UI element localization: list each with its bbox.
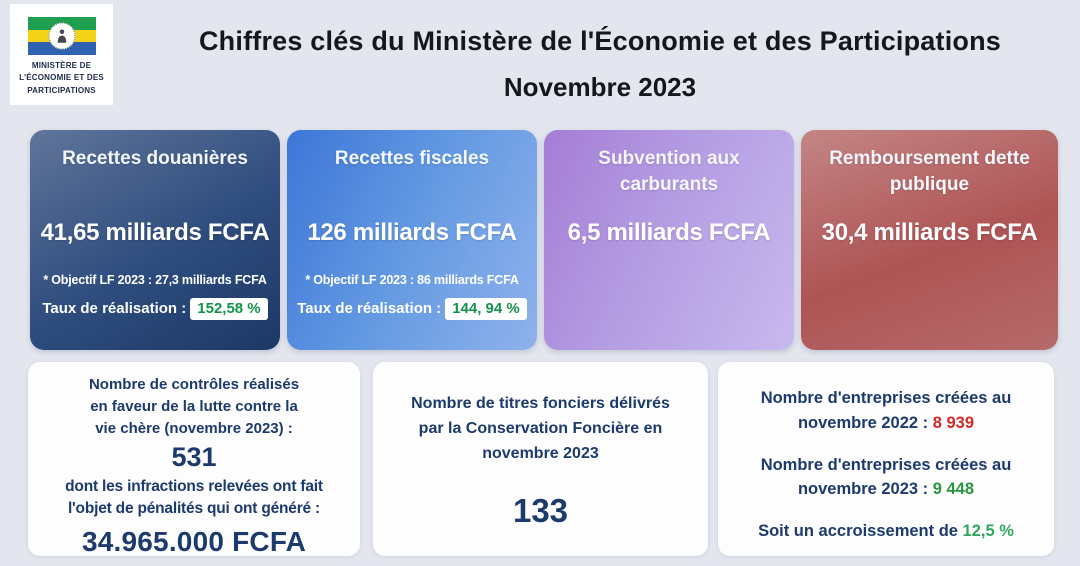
stat-line: Nombre d'entreprises créées au bbox=[760, 389, 1012, 407]
stat-intro-line: Nombre de titres fonciers délivrés bbox=[411, 395, 670, 412]
stat-line: novembre 2023 : 9 448 bbox=[761, 477, 1012, 502]
stat-entreprises-2023: Nombre d'entreprises créées au novembre … bbox=[761, 453, 1012, 503]
page-subtitle: Novembre 2023 bbox=[503, 72, 697, 102]
stat-entreprises-2022: Nombre d'entreprises créées au novembre … bbox=[761, 386, 1012, 436]
kpi-card-recettes-douanieres: Recettes douanières 41,65 milliards FCFA… bbox=[30, 130, 280, 350]
kpi-value: 30,4 milliards FCFA bbox=[821, 219, 1038, 246]
stat-value-2022: 8 939 bbox=[932, 413, 975, 432]
logo-line: MINISTÈRE DE bbox=[31, 61, 92, 70]
stat-detail-line: l'objet de pénalités qui ont généré : bbox=[67, 499, 321, 517]
kpi-value: 41,65 milliards FCFA bbox=[40, 219, 270, 246]
kpi-objective: * Objectif LF 2023 : 27,3 milliards FCFA bbox=[43, 273, 267, 287]
stat-line: novembre 2022 : 8 939 bbox=[761, 411, 1012, 436]
ministry-logo: MINISTÈRE DE L'ÉCONOMIE ET DES PARTICIPA… bbox=[10, 4, 113, 105]
kpi-value: 6,5 milliards FCFA bbox=[567, 219, 771, 246]
ministry-logo-text: MINISTÈRE DE L'ÉCONOMIE ET DES PARTICIPA… bbox=[19, 60, 104, 97]
seal-figure-icon bbox=[57, 29, 66, 43]
stat-count-titres: 133 bbox=[512, 492, 569, 530]
rate-label: Taux de réalisation : bbox=[42, 300, 187, 317]
kpi-value: 126 milliards FCFA bbox=[307, 219, 517, 246]
header: Chiffres clés du Ministère de l'Économie… bbox=[120, 26, 1080, 103]
kpi-card-subvention-carburants: Subvention aux carburants 6,5 milliards … bbox=[544, 130, 794, 350]
stat-card-row: Nombre de contrôles réalisés en faveur d… bbox=[28, 362, 1054, 557]
stat-intro-line: Nombre de contrôles réalisés bbox=[88, 376, 300, 393]
rate-value-badge: 144, 94 % bbox=[445, 298, 527, 320]
kpi-objective: * Objectif LF 2023 : 86 milliards FCFA bbox=[305, 273, 519, 287]
rate-label: Taux de réalisation : bbox=[297, 300, 442, 317]
page-title: Chiffres clés du Ministère de l'Économie… bbox=[198, 26, 1002, 56]
stat-value-2023: 9 448 bbox=[932, 480, 975, 499]
logo-line: PARTICIPATIONS bbox=[27, 85, 96, 95]
logo-line: L'ÉCONOMIE ET DES bbox=[19, 73, 104, 83]
kpi-title: Remboursement dette publique bbox=[829, 148, 1030, 195]
stat-intro-line: vie chère (novembre 2023) : bbox=[95, 419, 293, 437]
gabon-flag-icon bbox=[27, 17, 96, 55]
kpi-title: Recettes douanières bbox=[62, 148, 248, 169]
stat-value-accroissement: 12,5 % bbox=[962, 522, 1014, 540]
kpi-rate: Taux de réalisation :152,58 % bbox=[30, 298, 280, 320]
stat-intro: Nombre de titres fonciers délivrés par l… bbox=[411, 392, 670, 466]
stat-detail: dont les infractions relevées ont fait l… bbox=[65, 476, 323, 519]
kpi-card-row: Recettes douanières 41,65 milliards FCFA… bbox=[30, 130, 1058, 350]
stat-line-prefix: novembre 2023 : bbox=[797, 480, 933, 499]
stat-accroissement: Soit un accroissement de 12,5 % bbox=[758, 519, 1014, 544]
stat-intro: Nombre de contrôles réalisés en faveur d… bbox=[89, 374, 299, 439]
stat-card-entreprises-creees: Nombre d'entreprises créées au novembre … bbox=[718, 362, 1054, 556]
stat-card-titres-fonciers: Nombre de titres fonciers délivrés par l… bbox=[373, 362, 708, 556]
stat-intro-line: par la Conservation Foncière en bbox=[418, 419, 663, 437]
stat-amount-penalites: 34.965.000 FCFA bbox=[81, 525, 307, 557]
kpi-title: Subvention aux carburants bbox=[598, 148, 740, 195]
kpi-rate: Taux de réalisation :144, 94 % bbox=[287, 298, 537, 320]
kpi-card-recettes-fiscales: Recettes fiscales 126 milliards FCFA * O… bbox=[287, 130, 537, 350]
stat-line-prefix: novembre 2022 : bbox=[797, 413, 933, 432]
rate-value-badge: 152,58 % bbox=[190, 298, 268, 320]
kpi-title: Recettes fiscales bbox=[334, 148, 490, 169]
stat-detail-line: dont les infractions relevées ont fait bbox=[65, 478, 323, 496]
stat-intro-line: en faveur de la lutte contre la bbox=[90, 397, 298, 415]
stat-line: Nombre d'entreprises créées au bbox=[760, 455, 1012, 474]
stat-intro-line: novembre 2023 bbox=[482, 444, 599, 462]
kpi-card-remboursement-dette: Remboursement dette publique 30,4 millia… bbox=[801, 130, 1058, 350]
stat-card-controles-vie-chere: Nombre de contrôles réalisés en faveur d… bbox=[28, 362, 360, 557]
stat-line: Soit un accroissement de 12,5 % bbox=[758, 519, 1014, 544]
stat-line-prefix: Soit un accroissement de bbox=[758, 522, 963, 540]
stat-count-controles: 531 bbox=[171, 442, 217, 473]
ministry-seal-icon bbox=[48, 22, 75, 50]
